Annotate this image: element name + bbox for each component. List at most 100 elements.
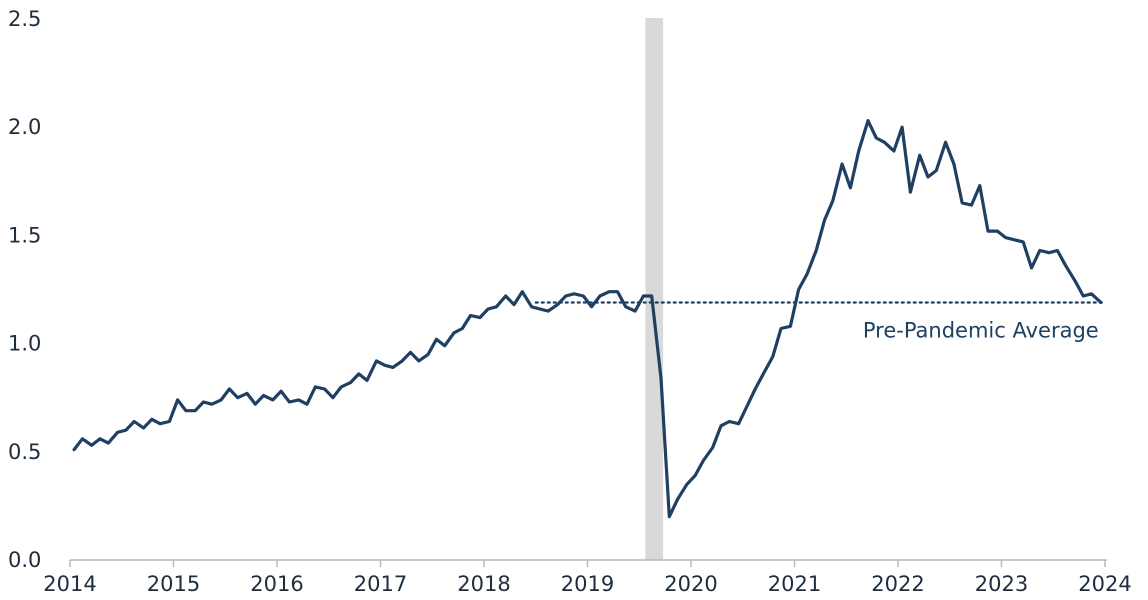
data-point xyxy=(720,424,723,427)
data-point xyxy=(685,483,688,486)
data-point xyxy=(754,388,757,391)
x-tick-label: 2016 xyxy=(250,572,303,596)
data-point xyxy=(297,398,300,401)
data-point xyxy=(236,396,239,399)
data-point xyxy=(262,394,265,397)
data-point xyxy=(590,305,593,308)
data-point xyxy=(1082,295,1085,298)
data-point xyxy=(582,295,585,298)
y-tick-label: 2.0 xyxy=(8,115,41,139)
data-point xyxy=(107,442,110,445)
data-point xyxy=(331,396,334,399)
data-point xyxy=(892,150,895,153)
data-point xyxy=(99,437,102,440)
data-point xyxy=(702,459,705,462)
data-point xyxy=(970,204,973,207)
data-point xyxy=(780,327,783,330)
data-point xyxy=(280,390,283,393)
data-point xyxy=(608,290,611,293)
data-point xyxy=(909,191,912,194)
data-point xyxy=(271,398,274,401)
x-tick-label: 2020 xyxy=(664,572,717,596)
y-tick-label: 1.5 xyxy=(8,223,41,247)
data-point xyxy=(556,303,559,306)
data-point xyxy=(1012,238,1015,241)
data-point xyxy=(323,388,326,391)
data-point xyxy=(453,331,456,334)
data-point xyxy=(401,359,404,362)
data-point xyxy=(159,422,162,425)
data-point xyxy=(564,295,567,298)
data-point xyxy=(530,305,533,308)
data-point xyxy=(918,154,921,157)
data-point xyxy=(745,405,748,408)
data-point xyxy=(538,308,541,311)
data-point xyxy=(642,295,645,298)
y-tick-label: 2.5 xyxy=(8,7,41,31)
x-tick-label: 2014 xyxy=(43,572,96,596)
data-point xyxy=(1099,301,1102,304)
data-point xyxy=(220,398,223,401)
data-point xyxy=(176,398,179,401)
data-point xyxy=(314,385,317,388)
data-point xyxy=(1056,249,1059,252)
data-point xyxy=(1048,251,1051,254)
data-point xyxy=(340,385,343,388)
data-point xyxy=(90,444,93,447)
data-point xyxy=(789,325,792,328)
data-point xyxy=(598,295,601,298)
data-point xyxy=(133,420,136,423)
data-point xyxy=(547,310,550,313)
data-point xyxy=(184,409,187,412)
data-point xyxy=(797,288,800,291)
data-point xyxy=(831,199,834,202)
x-tick-label: 2021 xyxy=(768,572,821,596)
data-point xyxy=(634,310,637,313)
data-point xyxy=(228,388,231,391)
data-point xyxy=(202,401,205,404)
data-point xyxy=(676,498,679,501)
data-point xyxy=(616,290,619,293)
data-point xyxy=(383,364,386,367)
data-point xyxy=(927,176,930,179)
data-point xyxy=(841,163,844,166)
data-point xyxy=(210,403,213,406)
x-tick-label: 2019 xyxy=(561,572,614,596)
data-point xyxy=(469,314,472,317)
data-point xyxy=(1074,279,1077,282)
data-point xyxy=(857,150,860,153)
data-point xyxy=(823,219,826,222)
data-point xyxy=(875,137,878,140)
data-point xyxy=(306,403,309,406)
recession-band xyxy=(645,18,664,560)
data-point xyxy=(81,437,84,440)
data-point xyxy=(660,377,663,380)
data-point xyxy=(573,292,576,295)
data-point xyxy=(73,448,76,451)
data-point xyxy=(254,403,257,406)
y-tick-label: 0.5 xyxy=(8,440,41,464)
data-point xyxy=(771,355,774,358)
x-tick-label: 2023 xyxy=(975,572,1028,596)
data-point xyxy=(952,163,955,166)
data-point xyxy=(737,422,740,425)
data-point xyxy=(513,303,516,306)
x-tick-label: 2015 xyxy=(147,572,200,596)
data-point xyxy=(375,359,378,362)
data-point xyxy=(996,230,999,233)
data-point xyxy=(944,141,947,144)
data-point xyxy=(668,515,671,518)
data-point xyxy=(1004,236,1007,239)
data-point xyxy=(1090,292,1093,295)
data-point xyxy=(168,420,171,423)
data-point xyxy=(409,351,412,354)
data-point xyxy=(487,308,490,311)
data-point xyxy=(349,381,352,384)
data-point xyxy=(694,474,697,477)
data-point xyxy=(142,427,145,430)
data-point xyxy=(478,316,481,319)
x-tick-label: 2024 xyxy=(1078,572,1131,596)
data-point xyxy=(391,366,394,369)
